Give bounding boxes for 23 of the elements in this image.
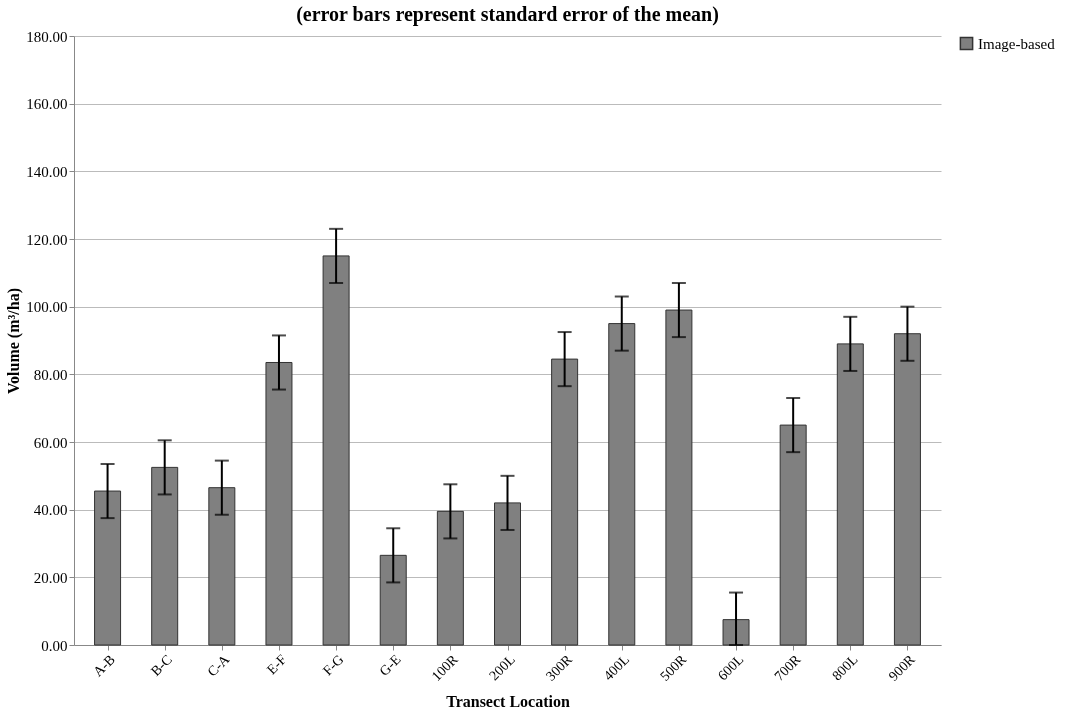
x-tick-label: E-F [263,651,290,678]
x-tick-label: C-A [204,651,233,680]
x-tick-label: 600L [714,651,747,684]
y-axis-title: Volume (m³/ha) [5,288,24,394]
y-tick-label: 0.00 [41,637,68,654]
y-tick-label: 20.00 [33,569,68,586]
y-tick-label: 40.00 [33,502,68,519]
x-tick-label: B-C [147,651,176,679]
x-axis-title: Transect Location [446,692,570,710]
x-tick-label: 400L [600,651,633,684]
x-tick-label: G-E [376,651,404,679]
x-tick-label: F-G [319,651,347,679]
y-tick-label: 100.00 [26,299,68,316]
y-tick-label: 60.00 [33,434,68,451]
chart-subtitle: (error bars represent standard error of the mean) [296,3,719,26]
y-tick-label: 80.00 [33,366,68,383]
legend-label: Image-based [978,35,1056,52]
x-tick-label: A-B [90,651,118,680]
y-tick-label: 160.00 [26,96,68,113]
x-tick-label: 800L [829,651,861,684]
y-tick-label: 140.00 [26,163,68,180]
y-tick-label: 180.00 [26,28,68,45]
y-tick-label: 120.00 [26,231,68,248]
